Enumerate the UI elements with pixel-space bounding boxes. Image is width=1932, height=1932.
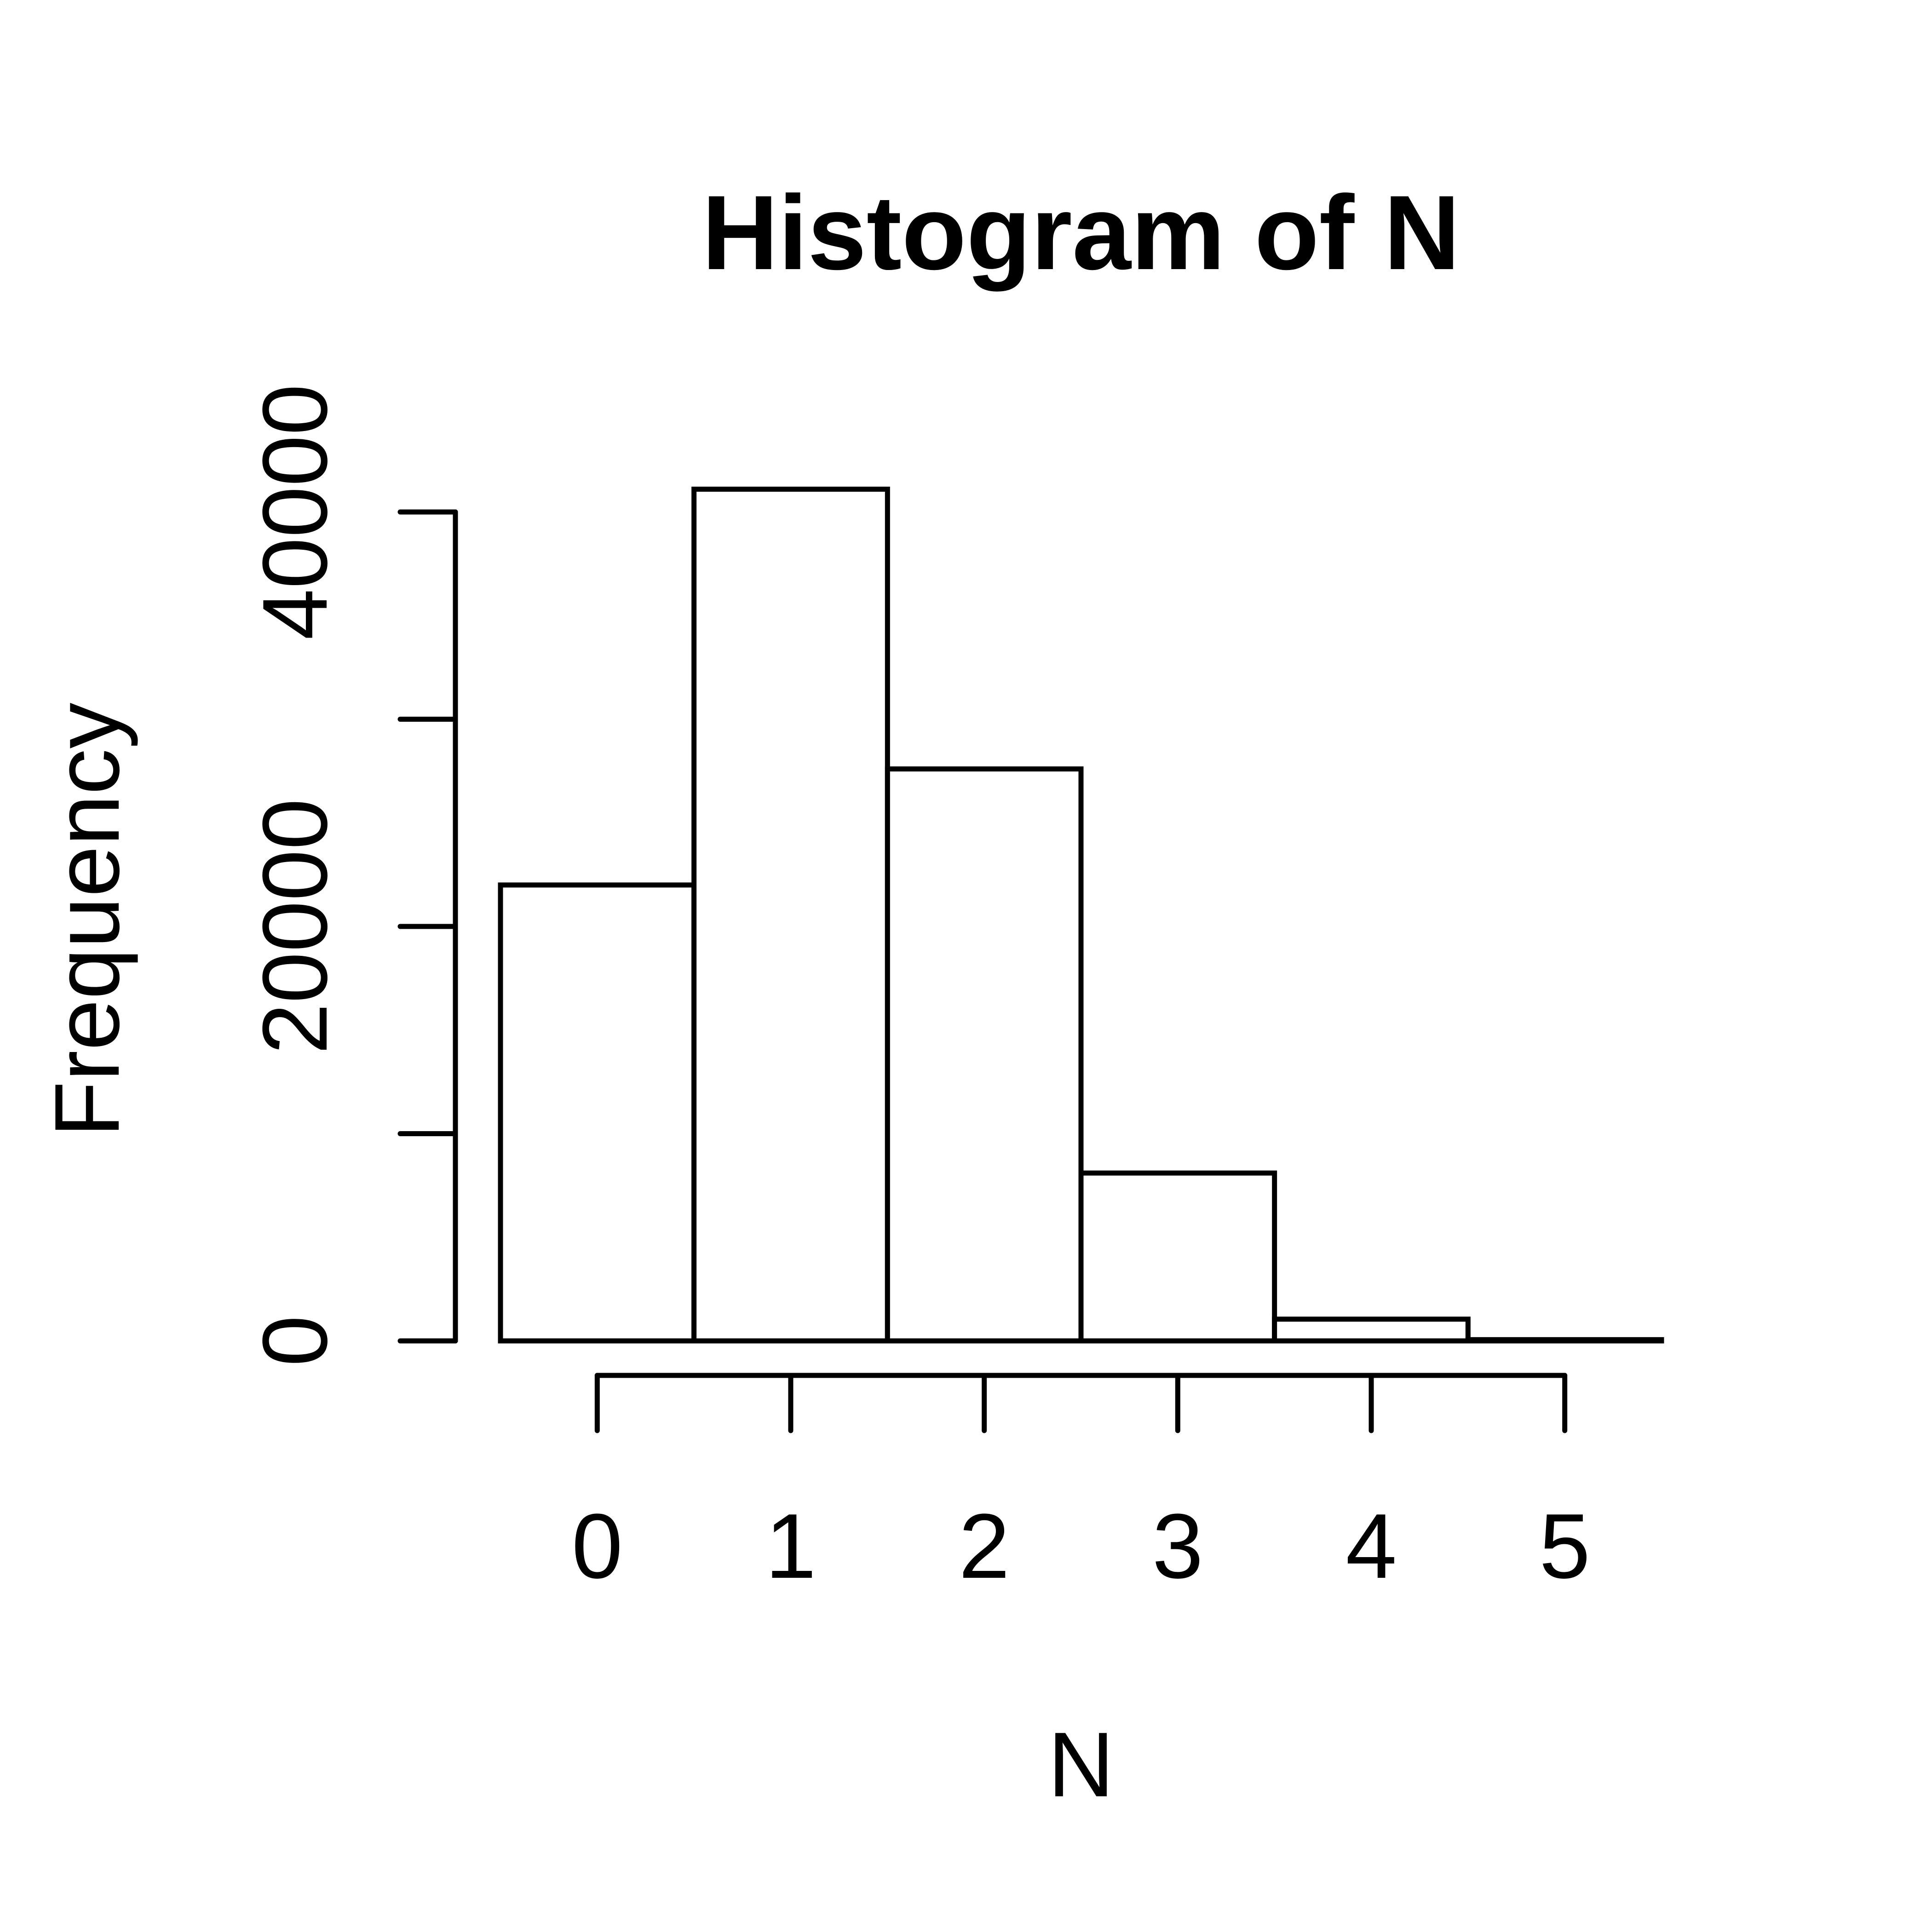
y-tick-label-4: 40000 [244, 384, 346, 640]
y-axis-label: Frequency [36, 703, 138, 1138]
y-tick-label-2: 20000 [244, 799, 346, 1054]
y-axis: 0 20000 40000 [244, 384, 458, 1367]
y-tick-label-0: 0 [244, 1315, 346, 1366]
histogram-bar-1 [691, 486, 890, 1344]
histogram-bar-0 [498, 882, 697, 1344]
histogram-bar-3 [1078, 1170, 1277, 1344]
x-axis: 0 1 2 3 4 5 [572, 1373, 1590, 1598]
x-tick-label-4: 4 [1346, 1495, 1397, 1598]
histogram-bar-2 [885, 766, 1084, 1344]
x-tick-label-1: 1 [765, 1495, 816, 1598]
x-axis-label: N [1048, 1714, 1114, 1816]
x-tick-label-3: 3 [1152, 1495, 1203, 1598]
histogram-bar-4 [1272, 1317, 1471, 1344]
histogram-bar-5 [1465, 1337, 1664, 1344]
x-tick-label-0: 0 [572, 1495, 623, 1598]
x-tick-label-2: 2 [959, 1495, 1010, 1598]
histogram-bars [498, 486, 1664, 1344]
chart-title: Histogram of N [702, 173, 1460, 292]
x-tick-label-5: 5 [1539, 1495, 1590, 1598]
